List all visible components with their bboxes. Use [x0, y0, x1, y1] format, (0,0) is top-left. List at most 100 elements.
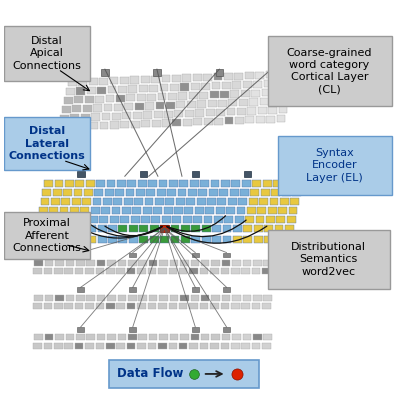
- Bar: [126, 189, 134, 196]
- Bar: [42, 189, 51, 196]
- Bar: [231, 303, 239, 309]
- Bar: [128, 295, 137, 300]
- Bar: [156, 102, 164, 109]
- Bar: [70, 114, 79, 121]
- Bar: [271, 189, 280, 196]
- FancyBboxPatch shape: [268, 230, 389, 289]
- Bar: [128, 334, 137, 340]
- Bar: [253, 334, 261, 340]
- Bar: [190, 180, 199, 187]
- Bar: [253, 260, 261, 266]
- Bar: [53, 189, 62, 196]
- Bar: [114, 104, 123, 111]
- Bar: [268, 69, 275, 76]
- Bar: [170, 334, 178, 340]
- Bar: [280, 97, 290, 104]
- Bar: [139, 334, 147, 340]
- Bar: [160, 224, 169, 232]
- Bar: [76, 334, 85, 340]
- Bar: [68, 123, 77, 130]
- Bar: [193, 216, 202, 223]
- Bar: [231, 268, 239, 274]
- Bar: [101, 207, 110, 214]
- Bar: [222, 295, 230, 300]
- Bar: [254, 224, 263, 232]
- Bar: [158, 268, 167, 274]
- FancyBboxPatch shape: [4, 212, 90, 259]
- Bar: [120, 121, 129, 128]
- Bar: [56, 236, 65, 243]
- Bar: [102, 113, 111, 120]
- Bar: [158, 303, 167, 309]
- Bar: [129, 236, 138, 243]
- Bar: [49, 207, 58, 214]
- Bar: [87, 295, 95, 300]
- Bar: [77, 236, 86, 243]
- Bar: [197, 100, 206, 108]
- Bar: [216, 108, 225, 116]
- Bar: [237, 108, 246, 115]
- Bar: [129, 327, 136, 332]
- Bar: [189, 92, 198, 99]
- Bar: [222, 334, 230, 340]
- Bar: [201, 334, 209, 340]
- Bar: [154, 111, 162, 118]
- Bar: [192, 327, 199, 332]
- Bar: [153, 69, 161, 76]
- Bar: [252, 268, 260, 274]
- Bar: [175, 110, 183, 117]
- Bar: [148, 343, 156, 349]
- Bar: [169, 343, 177, 349]
- Bar: [292, 189, 301, 196]
- Bar: [65, 180, 74, 187]
- Bar: [188, 189, 197, 196]
- Bar: [34, 334, 43, 340]
- Bar: [106, 343, 115, 349]
- Bar: [77, 252, 84, 258]
- Bar: [223, 252, 230, 258]
- Bar: [211, 180, 220, 187]
- Bar: [253, 81, 262, 88]
- Bar: [232, 260, 241, 266]
- Bar: [139, 224, 148, 232]
- Bar: [221, 180, 230, 187]
- Bar: [147, 189, 155, 196]
- Bar: [252, 303, 260, 309]
- Bar: [200, 268, 208, 274]
- Bar: [191, 224, 200, 232]
- Bar: [170, 295, 178, 300]
- Bar: [290, 198, 299, 205]
- Bar: [103, 104, 113, 111]
- Bar: [253, 295, 261, 300]
- Bar: [224, 117, 233, 124]
- Bar: [203, 216, 213, 223]
- Bar: [33, 303, 42, 309]
- Bar: [260, 98, 269, 105]
- Bar: [127, 303, 135, 309]
- Bar: [118, 295, 126, 300]
- FancyBboxPatch shape: [268, 36, 391, 106]
- Bar: [191, 83, 200, 90]
- Bar: [223, 327, 230, 332]
- Bar: [101, 69, 109, 76]
- Bar: [68, 79, 77, 86]
- Bar: [285, 224, 294, 232]
- Bar: [263, 295, 272, 300]
- Bar: [45, 260, 53, 266]
- Bar: [186, 198, 195, 205]
- Bar: [110, 216, 119, 223]
- Bar: [212, 224, 221, 232]
- Bar: [220, 91, 229, 98]
- Bar: [56, 224, 65, 232]
- Bar: [274, 80, 283, 87]
- Bar: [250, 189, 260, 196]
- Bar: [252, 343, 260, 349]
- Bar: [258, 107, 267, 114]
- Bar: [239, 99, 248, 106]
- Bar: [174, 207, 183, 214]
- Text: Distal
Lateral
Connections: Distal Lateral Connections: [9, 126, 85, 161]
- Bar: [157, 189, 166, 196]
- Bar: [207, 198, 216, 205]
- Bar: [149, 85, 158, 92]
- Bar: [73, 189, 83, 196]
